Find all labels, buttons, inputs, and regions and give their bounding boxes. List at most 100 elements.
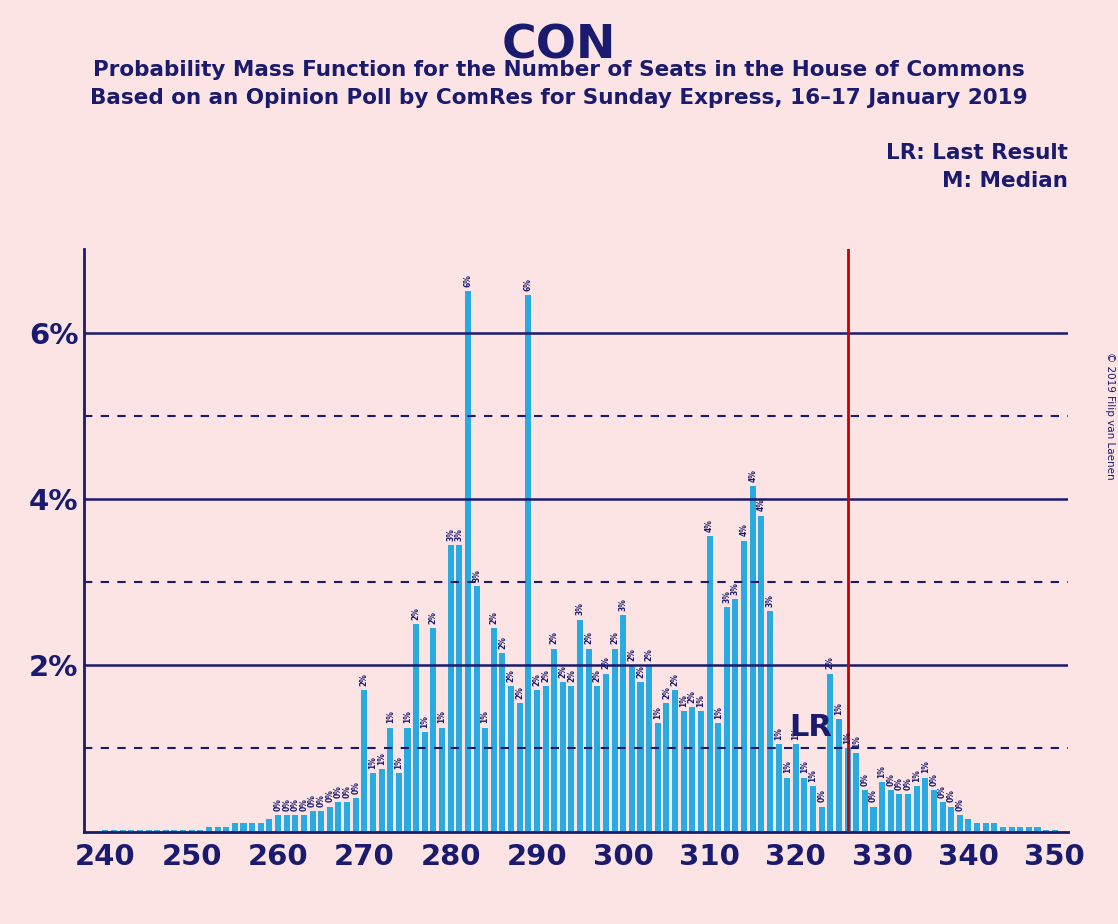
Bar bbox=[379, 769, 385, 832]
Text: 4%: 4% bbox=[705, 519, 714, 532]
Bar bbox=[966, 819, 972, 832]
Text: 0%: 0% bbox=[894, 777, 903, 790]
Text: 1%: 1% bbox=[437, 711, 446, 723]
Bar bbox=[904, 794, 911, 832]
Text: 0%: 0% bbox=[342, 785, 351, 798]
Text: 0%: 0% bbox=[929, 773, 938, 785]
Text: 1%: 1% bbox=[834, 702, 843, 715]
Bar bbox=[240, 823, 247, 832]
Bar bbox=[716, 723, 721, 832]
Bar bbox=[931, 790, 937, 832]
Bar bbox=[465, 291, 471, 832]
Text: 1%: 1% bbox=[843, 732, 852, 745]
Text: 2%: 2% bbox=[506, 669, 515, 682]
Bar bbox=[1052, 830, 1058, 832]
Bar bbox=[1034, 828, 1041, 832]
Bar bbox=[335, 802, 341, 832]
Text: 1%: 1% bbox=[697, 694, 705, 707]
Text: 6%: 6% bbox=[524, 278, 533, 291]
Text: 2%: 2% bbox=[671, 674, 680, 686]
Bar bbox=[793, 745, 799, 832]
Text: 0%: 0% bbox=[817, 790, 826, 802]
Text: 1%: 1% bbox=[808, 769, 817, 782]
Text: 2%: 2% bbox=[411, 607, 420, 620]
Bar bbox=[456, 544, 462, 832]
Text: Probability Mass Function for the Number of Seats in the House of Commons: Probability Mass Function for the Number… bbox=[93, 60, 1025, 80]
Bar bbox=[111, 830, 117, 832]
Bar bbox=[853, 752, 860, 832]
Bar bbox=[888, 790, 893, 832]
Bar bbox=[568, 686, 575, 832]
Bar bbox=[663, 702, 670, 832]
Text: 0%: 0% bbox=[351, 782, 360, 794]
Text: 2%: 2% bbox=[532, 674, 541, 686]
Bar bbox=[560, 682, 566, 832]
Text: 0%: 0% bbox=[938, 785, 947, 798]
Text: 0%: 0% bbox=[861, 773, 870, 785]
Bar bbox=[595, 686, 600, 832]
Bar bbox=[517, 702, 523, 832]
Bar bbox=[258, 823, 264, 832]
Text: 0%: 0% bbox=[309, 794, 318, 807]
Bar bbox=[310, 811, 315, 832]
Bar bbox=[534, 690, 540, 832]
Text: © 2019 Filip van Laenen: © 2019 Filip van Laenen bbox=[1106, 352, 1115, 480]
Bar bbox=[957, 815, 963, 832]
Text: 1%: 1% bbox=[481, 711, 490, 723]
Text: 2%: 2% bbox=[558, 665, 567, 678]
Bar bbox=[482, 728, 489, 832]
Text: 0%: 0% bbox=[291, 798, 300, 811]
Bar bbox=[802, 778, 807, 832]
Text: CON: CON bbox=[502, 23, 616, 68]
Text: Based on an Opinion Poll by ComRes for Sunday Express, 16–17 January 2019: Based on an Opinion Poll by ComRes for S… bbox=[91, 88, 1027, 108]
Text: 1%: 1% bbox=[420, 715, 429, 728]
Text: 2%: 2% bbox=[645, 649, 654, 662]
Text: 2%: 2% bbox=[593, 669, 601, 682]
Bar bbox=[491, 628, 496, 832]
Bar bbox=[586, 649, 591, 832]
Bar bbox=[707, 536, 712, 832]
Bar bbox=[681, 711, 686, 832]
Bar bbox=[818, 807, 825, 832]
Text: 1%: 1% bbox=[369, 757, 378, 769]
Bar bbox=[637, 682, 644, 832]
Bar bbox=[784, 778, 790, 832]
Bar bbox=[361, 690, 368, 832]
Bar bbox=[189, 830, 195, 832]
Text: 0%: 0% bbox=[300, 798, 309, 811]
Text: 2%: 2% bbox=[567, 669, 576, 682]
Bar bbox=[413, 624, 419, 832]
Bar bbox=[103, 830, 108, 832]
Text: 2%: 2% bbox=[627, 649, 636, 662]
Bar bbox=[655, 723, 661, 832]
Bar bbox=[897, 794, 902, 832]
Text: 1%: 1% bbox=[653, 707, 662, 719]
Bar bbox=[301, 815, 307, 832]
Bar bbox=[474, 587, 480, 832]
Bar bbox=[750, 486, 756, 832]
Bar bbox=[871, 807, 877, 832]
Bar bbox=[758, 516, 765, 832]
Text: 1%: 1% bbox=[402, 711, 411, 723]
Bar bbox=[387, 728, 394, 832]
Bar bbox=[326, 807, 333, 832]
Bar bbox=[628, 665, 635, 832]
Text: LR: Last Result: LR: Last Result bbox=[885, 143, 1068, 164]
Bar bbox=[129, 830, 134, 832]
Text: 2%: 2% bbox=[636, 665, 645, 678]
Bar bbox=[577, 620, 584, 832]
Text: 0%: 0% bbox=[325, 790, 334, 802]
Bar bbox=[999, 828, 1006, 832]
Bar bbox=[198, 830, 203, 832]
Bar bbox=[266, 819, 273, 832]
Text: M: Median: M: Median bbox=[941, 171, 1068, 191]
Bar bbox=[690, 707, 695, 832]
Bar bbox=[439, 728, 445, 832]
Bar bbox=[922, 778, 928, 832]
Text: 1%: 1% bbox=[852, 736, 861, 748]
Text: LR: LR bbox=[789, 712, 832, 742]
Bar bbox=[224, 828, 229, 832]
Text: 1%: 1% bbox=[679, 694, 689, 707]
Bar bbox=[421, 732, 428, 832]
Bar bbox=[1008, 828, 1015, 832]
